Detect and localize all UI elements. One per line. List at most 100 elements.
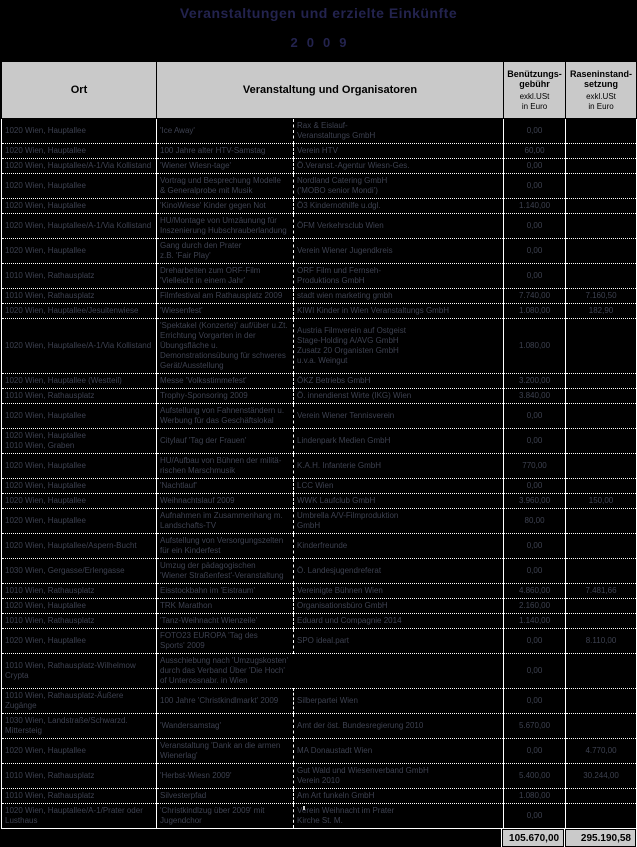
- cell-organisator: stadt wien marketing gmbh: [293, 288, 505, 304]
- table-row: 1010 Wien, Rathausplatz Filmfestival am R…: [1, 288, 637, 304]
- document-page: Veranstaltungen und erzielte Einkünfte 2…: [1, 5, 637, 847]
- table-row: 1010 Wien, Rathausplatz-Äußere Zugänge 10…: [1, 688, 637, 714]
- cell-raseninstandsetzung: 8.110,00: [565, 628, 637, 654]
- header-benuetzungsgebuehr-label: Benützungs- gebühr: [507, 68, 562, 90]
- cell-raseninstandsetzung: [565, 533, 637, 559]
- cell-benuetzungsgebuehr: 0,00: [503, 238, 567, 264]
- cell-veranstaltung: Eisstockbahn im 'Eistraum': [156, 583, 294, 599]
- cell-benuetzungsgebuehr: 80,00: [503, 508, 567, 534]
- cell-benuetzungsgebuehr: 0,00: [503, 263, 567, 289]
- cell-ort: 1010 Wien, Rathausplatz: [1, 788, 157, 804]
- cell-ort: 1020 Wien, Hauptallee: [1, 598, 157, 614]
- cell-veranstaltung: Gang durch den Prater z.B. 'Fair Play': [156, 238, 294, 264]
- cell-veranstaltung: 'Christkindlzug über 2009' mit Jugendcho…: [156, 803, 294, 829]
- cell-veranstaltung: 'Herbst-Wiesn 2009': [156, 763, 294, 789]
- cell-raseninstandsetzung: [565, 598, 637, 614]
- cell-veranstaltung: 100 Jahre alter HTV-Samstag: [156, 143, 294, 159]
- cell-organisator: WWK Laufclub GmbH: [293, 493, 505, 509]
- cell-benuetzungsgebuehr: 0,00: [503, 628, 567, 654]
- cell-veranstaltung: Umzug der pädagogischen 'Wiener Straßenf…: [156, 558, 294, 584]
- table-row: 1020 Wien, Hauptallee/A-1/Prater oder Lu…: [1, 803, 637, 829]
- table-row: 1010 Wien, Rathausplatz 'Herbst-Wiesn 200…: [1, 763, 637, 789]
- table-row: 1010 Wien, Rathausplatz Eisstockbahn im '…: [1, 583, 637, 599]
- cell-raseninstandsetzung: [565, 373, 637, 389]
- cell-benuetzungsgebuehr: 3.200,00: [503, 373, 567, 389]
- cell-ort: 1020 Wien, Hauptallee: [1, 478, 157, 494]
- cell-veranstaltung: Vortrag und Besprechung Modelle & Genera…: [156, 173, 294, 199]
- cell-ort: 1030 Wien, Gergasse/Erlengasse: [1, 558, 157, 584]
- cell-ort: 1010 Wien, Rathausplatz-Wilhelmow Crypta: [1, 653, 157, 689]
- cell-benuetzungsgebuehr: 0,00: [503, 213, 567, 239]
- cell-raseninstandsetzung: [565, 653, 637, 689]
- cell-raseninstandsetzung: 4.770,00: [565, 738, 637, 764]
- cell-raseninstandsetzung: 150,00: [565, 493, 637, 509]
- table-row: 1010 Wien, Rathausplatz-Wilhelmow Crypta…: [1, 653, 637, 689]
- cell-benuetzungsgebuehr: 2.160,00: [503, 598, 567, 614]
- cell-organisator: Silberpartei Wien: [293, 688, 505, 714]
- cell-veranstaltung: Veranstaltung 'Dank an die armen Wienerl…: [156, 738, 294, 764]
- cell-ort: 1010 Wien, Rathausplatz: [1, 763, 157, 789]
- cell-ort: 1010 Wien, Rathausplatz: [1, 613, 157, 629]
- table-row: 1020 Wien, Hauptallee/A-1/Via Kollistand…: [1, 158, 637, 174]
- cell-ort: 1010 Wien, Rathausplatz: [1, 583, 157, 599]
- page-title: Veranstaltungen und erzielte Einkünfte: [179, 5, 458, 21]
- cell-veranstaltung: 'Tanz-Weihnacht Wienzeile': [156, 613, 294, 629]
- cell-organisator: Vereinigte Bühnen Wien: [293, 583, 505, 599]
- cell-veranstaltung: 'KinoWiese' Kinder gegen Not: [156, 198, 294, 214]
- header-veranstaltung: Veranstaltung und Organisatoren: [155, 61, 505, 119]
- table-row: 1010 Wien, Rathausplatz Trophy-Sponsoring…: [1, 388, 637, 404]
- table-row: 1020 Wien, Hauptallee TRK Marathon Organis…: [1, 598, 637, 614]
- events-table: Ort Veranstaltung und Organisatoren Benü…: [1, 61, 637, 829]
- cell-ort: 1020 Wien, Hauptallee: [1, 118, 157, 144]
- cell-benuetzungsgebuehr: 1.140,00: [503, 613, 567, 629]
- cell-raseninstandsetzung: [565, 713, 637, 739]
- table-row: 1020 Wien, Hauptallee 100 Jahre alter HTV…: [1, 143, 637, 159]
- table-row: 1020 Wien, Hauptallee FOTO23 EUROPA 'Tag …: [1, 628, 637, 654]
- cell-ort: 1010 Wien, Rathausplatz-Äußere Zugänge: [1, 688, 157, 714]
- cell-ort: 1010 Wien, Rathausplatz: [1, 288, 157, 304]
- cell-organisator: Kinderfreunde: [293, 533, 505, 559]
- cell-organisator: Eduard und Compagnie 2014: [293, 613, 505, 629]
- cell-organisator: KIWI Kinder in Wien Veranstaltungs GmbH: [293, 303, 505, 319]
- cell-veranstaltung: Messe 'Volksstimmefest': [156, 373, 294, 389]
- cell-organisator: LCC Wien: [293, 478, 505, 494]
- cell-organisator: Gut Wald und Wiesenverband GmbH Verein 2…: [293, 763, 505, 789]
- table-row: 1020 Wien, Hauptallee/Jesuitenwiese 'Wies…: [1, 303, 637, 319]
- cell-raseninstandsetzung: [565, 688, 637, 714]
- cell-veranstaltung: 'Nachtlauf': [156, 478, 294, 494]
- cell-ort: 1020 Wien, Hauptallee/A-1/Via Kollistand: [1, 318, 157, 374]
- cell-ort: 1020 Wien, Hauptallee/A-1/Via Kollistand: [1, 158, 157, 174]
- cell-raseninstandsetzung: [565, 803, 637, 829]
- table-header: Ort Veranstaltung und Organisatoren Benü…: [1, 61, 637, 119]
- header-ort: Ort: [1, 61, 157, 119]
- cell-raseninstandsetzung: 7.160,50: [565, 288, 637, 304]
- table-row: 1020 Wien, Hauptallee Aufnahmen im Zusamm…: [1, 508, 637, 534]
- cell-veranstaltung: Aufstellung von Fahnenständern u. Werbun…: [156, 403, 294, 429]
- cell-veranstaltung: FOTO23 EUROPA 'Tag des Sports' 2009: [156, 628, 294, 654]
- cell-organisator: Ö3 Kindernothilfe u.dgl.: [293, 198, 505, 214]
- cell-raseninstandsetzung: [565, 263, 637, 289]
- cell-raseninstandsetzung: [565, 143, 637, 159]
- cell-veranstaltung: Citylauf 'Tag der Frauen': [156, 428, 294, 454]
- cell-benuetzungsgebuehr: 0,00: [503, 688, 567, 714]
- cell-benuetzungsgebuehr: 3.960,00: [503, 493, 567, 509]
- cell-raseninstandsetzung: [565, 613, 637, 629]
- cell-veranstaltung: TRK Marathon: [156, 598, 294, 614]
- cell-raseninstandsetzung: [565, 788, 637, 804]
- cell-ort: 1020 Wien, Hauptallee: [1, 403, 157, 429]
- table-row: 1020 Wien, Hauptallee Gang durch den Prat…: [1, 238, 637, 264]
- total-benuetzungsgebuehr: 105.670,00: [502, 829, 565, 847]
- cell-raseninstandsetzung: [565, 213, 637, 239]
- cell-veranstaltung: 'Wiener Wiesn-tage': [156, 158, 294, 174]
- cell-benuetzungsgebuehr: 770,00: [503, 453, 567, 479]
- header-benuetzungsgebuehr-unit: exkl.USt in Euro: [519, 92, 550, 111]
- table-row: 1020 Wien, Hauptallee Aufstellung von Fah…: [1, 403, 637, 429]
- page-year: 2009: [290, 35, 356, 50]
- cell-veranstaltung: Weihnachtslauf 2009: [156, 493, 294, 509]
- cell-benuetzungsgebuehr: 0,00: [503, 738, 567, 764]
- cell-veranstaltung: 100 Jahre 'Christkindlmarkt' 2009: [156, 688, 294, 714]
- cell-ort: 1020 Wien, Hauptallee: [1, 738, 157, 764]
- table-row: 1010 Wien, Rathausplatz 'Tanz-Weihnacht W…: [1, 613, 637, 629]
- cell-ort: 1020 Wien, Hauptallee: [1, 453, 157, 479]
- table-body: 1020 Wien, Hauptallee 'Ice Away' Rax & Eis…: [1, 118, 637, 829]
